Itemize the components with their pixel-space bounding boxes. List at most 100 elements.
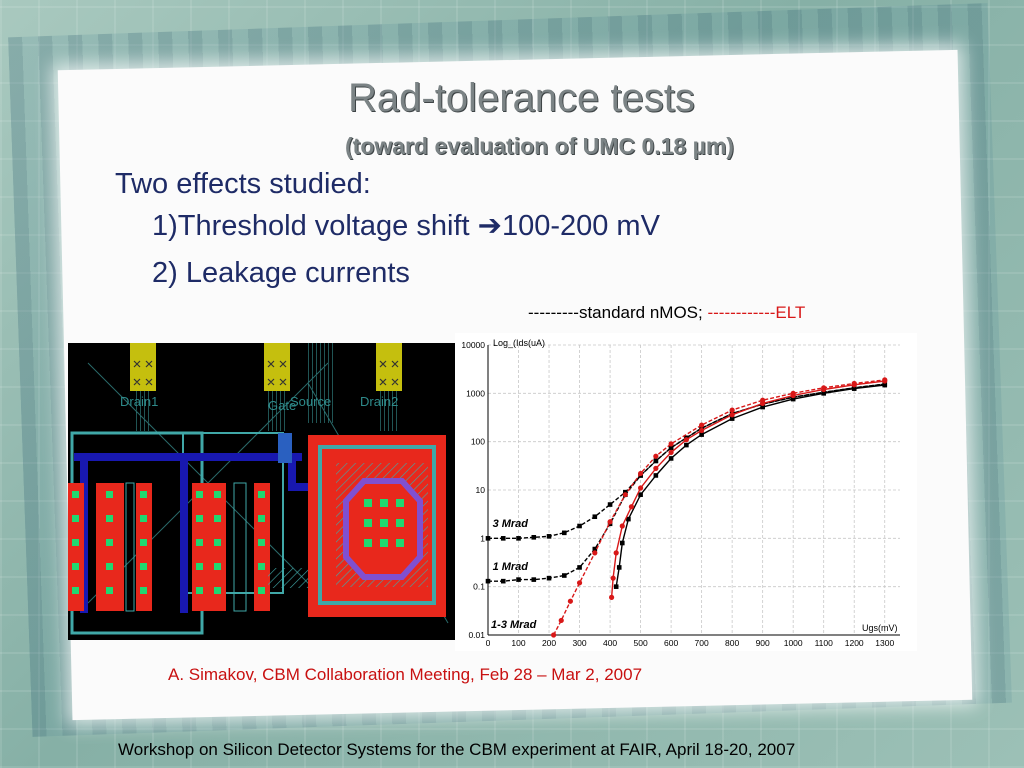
- data-point: [684, 442, 689, 448]
- data-point: [616, 565, 622, 570]
- data-point: [516, 536, 521, 541]
- data-point: [516, 577, 521, 582]
- x-axis-label: Ugs(mV): [862, 623, 898, 633]
- data-point: [577, 565, 582, 570]
- chart-annotation: 3 Mrad: [493, 518, 529, 530]
- chart-series: [485, 377, 888, 638]
- slide-subtitle: (toward evaluation of UMC 0.18 µm): [345, 133, 734, 159]
- data-point: [699, 422, 705, 428]
- chart-legend: ---------standard nMOS; ------------ELT: [528, 303, 805, 323]
- legend-elt: ------------ELT: [707, 303, 806, 322]
- iv-chart: 0 100 200 300 400 500 600 700 800 900 1000 1100 1200…: [455, 333, 917, 651]
- label-drain1: Drain1: [120, 394, 158, 409]
- data-point: [653, 465, 659, 471]
- standard-nmos-fingers: [68, 482, 270, 612]
- credit-line: A. Simakov, CBM Collaboration Meeting, F…: [168, 665, 643, 684]
- data-point: [592, 514, 598, 520]
- data-point: [637, 470, 644, 477]
- data-point: [626, 516, 631, 522]
- data-point: [561, 530, 567, 536]
- x-tick-label: 300: [572, 638, 586, 648]
- data-point: [699, 432, 704, 437]
- series-line-2: [488, 383, 885, 582]
- slide-title: Rad-tolerance tests: [348, 76, 695, 120]
- data-point: [607, 502, 613, 507]
- x-tick-label: 200: [542, 638, 556, 648]
- chart-annotation: 1 Mrad: [493, 561, 529, 573]
- data-point: [882, 378, 888, 384]
- data-point: [609, 594, 615, 600]
- transistor-layout-image: Drain1 Gate Source Drain2: [68, 343, 455, 640]
- data-point: [729, 412, 735, 418]
- data-point: [760, 400, 766, 406]
- data-point: [561, 573, 567, 578]
- data-point: [592, 550, 598, 556]
- data-point: [790, 392, 796, 399]
- label-source: Source: [290, 394, 331, 409]
- bullet-threshold-text: 1)Threshold voltage shift: [152, 210, 478, 242]
- layout-drawing: Drain1 Gate Source Drain2: [68, 343, 449, 635]
- x-tick-label: 400: [603, 638, 617, 648]
- data-point: [551, 632, 557, 638]
- label-drain2: Drain2: [360, 394, 398, 409]
- data-point: [610, 575, 616, 581]
- data-point: [882, 382, 888, 388]
- data-point: [558, 617, 564, 624]
- data-point: [622, 492, 628, 498]
- data-point: [531, 535, 537, 540]
- x-tick-label: 900: [756, 638, 770, 648]
- bullet-leakage: 2) Leakage currents: [152, 257, 410, 289]
- data-point: [668, 441, 674, 447]
- legend-standard: ---------standard nMOS;: [528, 303, 708, 322]
- iv-chart-svg: 0 100 200 300 400 500 600 700 800 900 1000 1100 1200…: [461, 338, 900, 648]
- y-tick-label: 0.1: [473, 582, 485, 592]
- data-point: [851, 382, 857, 388]
- top-pads: [130, 343, 402, 391]
- data-point: [546, 534, 552, 539]
- data-point: [668, 456, 674, 461]
- data-point: [592, 546, 598, 552]
- data-point: [653, 473, 659, 478]
- y-tick-label: 10000: [461, 340, 485, 350]
- data-point: [613, 550, 619, 556]
- data-point: [760, 404, 765, 410]
- y-tick-label: 10: [476, 485, 486, 495]
- data-point: [607, 519, 613, 525]
- chart-annotations: 3 Mrad 1 Mrad 1-3 Mrad: [491, 518, 537, 631]
- x-tick-label: 600: [664, 638, 678, 648]
- data-point: [851, 386, 857, 391]
- data-point: [638, 492, 643, 497]
- data-point: [500, 536, 506, 541]
- data-point: [531, 577, 537, 582]
- label-gate: Gate: [268, 398, 296, 413]
- data-point: [821, 391, 827, 396]
- data-point: [485, 536, 491, 541]
- x-tick-label: 1000: [784, 638, 803, 648]
- y-axis-label: Log_(Ids(uA): [493, 338, 545, 348]
- x-tick-label: 1100: [815, 638, 834, 648]
- data-point: [668, 449, 674, 455]
- series-line-5: [610, 380, 885, 598]
- data-point: [576, 580, 583, 586]
- data-point: [821, 386, 827, 393]
- y-tick-label: 1000: [466, 388, 485, 398]
- bullet-effects: Two effects studied:: [115, 168, 371, 200]
- chart-annotation: 1-3 Mrad: [491, 619, 537, 631]
- data-point: [485, 578, 491, 584]
- data-point: [699, 427, 705, 434]
- x-tick-label: 0: [486, 638, 491, 648]
- data-point: [619, 540, 625, 546]
- data-point: [729, 407, 735, 413]
- data-point: [577, 523, 582, 529]
- arrow-right-icon: ➔: [477, 210, 502, 242]
- data-point: [567, 598, 573, 604]
- data-point: [628, 504, 635, 510]
- data-point: [546, 575, 552, 581]
- x-tick-label: 1300: [875, 638, 894, 648]
- x-tick-label: 100: [511, 638, 525, 648]
- data-point: [653, 453, 659, 459]
- data-point: [729, 416, 735, 421]
- chart-grid: [487, 344, 900, 636]
- data-point: [500, 578, 506, 584]
- data-point: [619, 523, 625, 529]
